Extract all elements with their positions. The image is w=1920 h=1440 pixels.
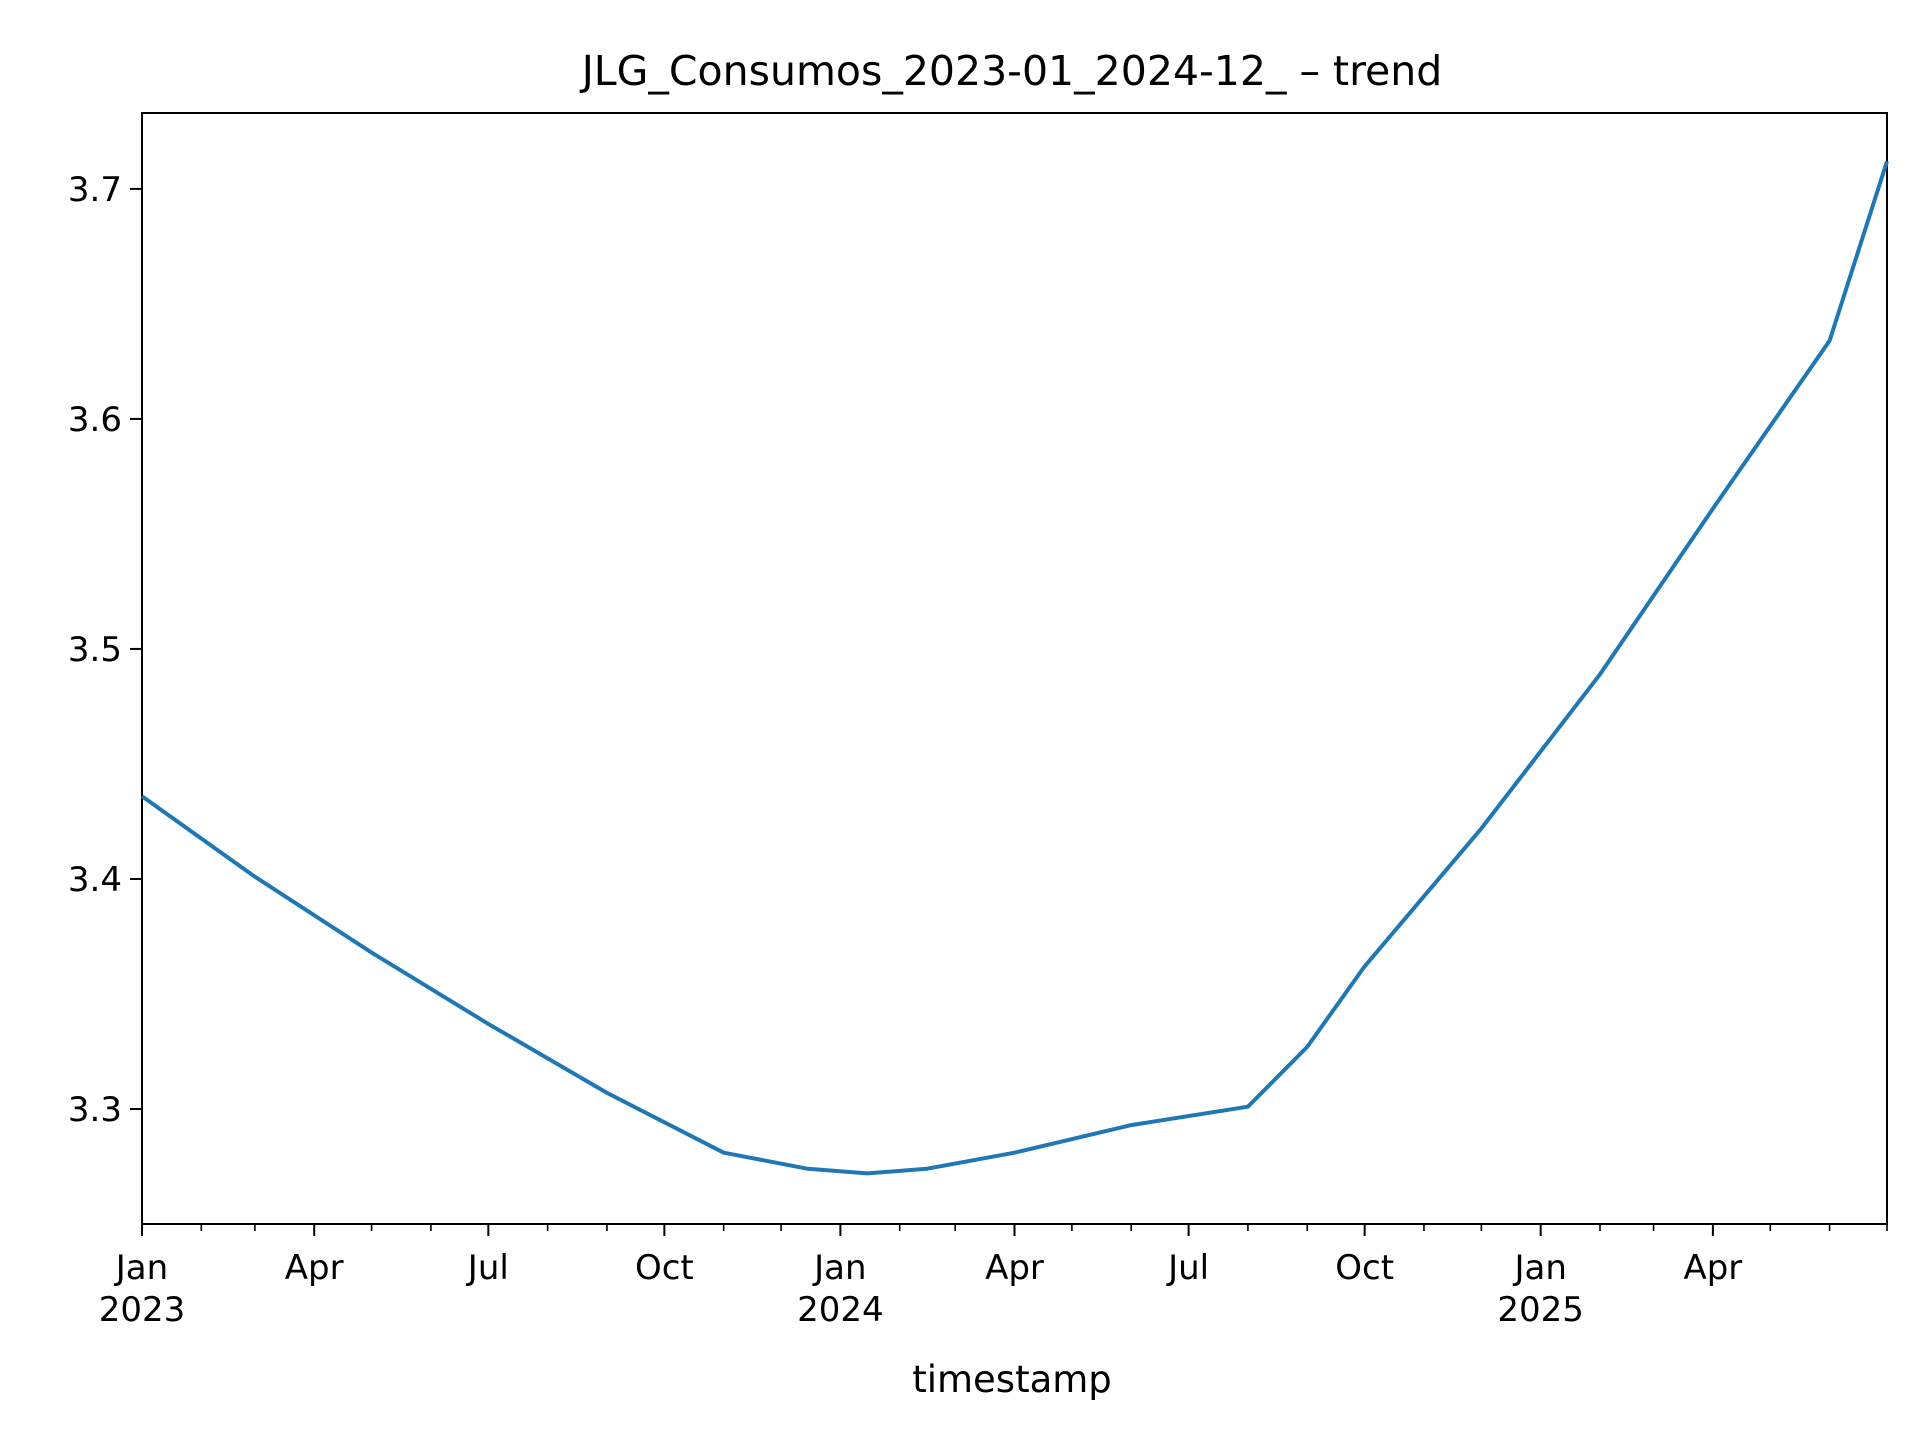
x-tick-label: Jan bbox=[1512, 1248, 1566, 1288]
y-tick-label: 3.6 bbox=[68, 400, 122, 440]
plot-area-frame bbox=[141, 112, 1888, 1225]
y-tick-label: 3.7 bbox=[68, 170, 122, 210]
x-tick-label: Apr bbox=[1683, 1248, 1742, 1288]
x-axis-label: timestamp bbox=[912, 1358, 1112, 1401]
x-tick-label: Jan bbox=[114, 1248, 168, 1288]
y-tick-label: 3.5 bbox=[68, 630, 122, 670]
x-tick-label: Oct bbox=[635, 1248, 694, 1288]
series-layer bbox=[140, 160, 1889, 1176]
chart-title: JLG_Consumos_2023-01_2024-12_ – trend bbox=[579, 47, 1443, 95]
x-tick-label: Apr bbox=[285, 1248, 344, 1288]
trend-series-line bbox=[140, 160, 1889, 1176]
x-tick-year-label: 2024 bbox=[797, 1290, 884, 1330]
x-tick-year-label: 2023 bbox=[99, 1290, 186, 1330]
x-tick-year-label: 2025 bbox=[1497, 1290, 1584, 1330]
x-tick-label: Jan bbox=[812, 1248, 866, 1288]
y-axis: 3.3 3.4 3.5 3.6 3.7 bbox=[68, 170, 142, 1130]
x-tick-label: Apr bbox=[985, 1248, 1044, 1288]
x-tick-label: Jul bbox=[466, 1248, 509, 1288]
y-tick-label: 3.4 bbox=[68, 860, 122, 900]
y-tick-label: 3.3 bbox=[68, 1090, 122, 1130]
x-tick-label: Jul bbox=[1166, 1248, 1209, 1288]
x-tick-label: Oct bbox=[1335, 1248, 1394, 1288]
